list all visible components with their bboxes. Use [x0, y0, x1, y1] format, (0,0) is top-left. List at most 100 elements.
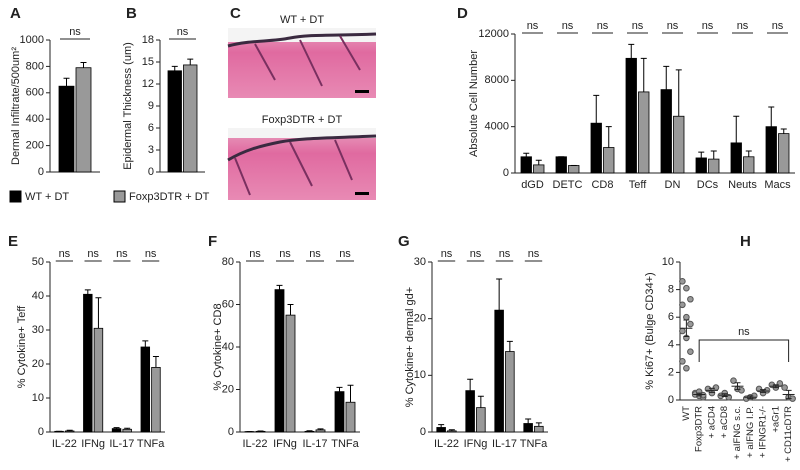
x-tick-label: + aIFNG s.c.	[732, 406, 743, 460]
y-tick-label: 10	[414, 369, 426, 381]
bar	[304, 430, 315, 433]
x-tick-label: IL-22	[52, 438, 77, 450]
y-tick-label: 6	[148, 122, 154, 134]
y-axis-label: Absolute Cell Number	[468, 50, 480, 157]
bar	[274, 289, 285, 433]
image-caption: Foxp3DTR + DT	[262, 114, 343, 126]
bar	[83, 293, 93, 433]
histology-image	[227, 28, 377, 98]
error-bar	[95, 297, 102, 329]
y-tick-label: 200	[26, 140, 44, 152]
y-tick-label: 20	[222, 383, 234, 395]
y-tick-label: 10	[32, 392, 44, 404]
x-tick-label: IL-22	[434, 438, 459, 450]
y-tick-label: 2	[668, 366, 674, 378]
y-tick-label: 40	[222, 341, 234, 353]
y-tick-label: 8000	[485, 74, 509, 86]
y-tick-label: 600	[26, 87, 44, 99]
error-bar	[187, 58, 194, 65]
error-bar	[276, 284, 283, 290]
bar	[476, 407, 486, 433]
error-bar	[535, 422, 542, 427]
annotation: ns	[738, 326, 750, 338]
x-tick-label: IFNg	[81, 438, 105, 450]
y-tick-label: 20	[32, 358, 44, 370]
bar	[58, 85, 75, 173]
error-bar	[63, 77, 70, 87]
bar	[255, 430, 266, 433]
error-bar	[80, 61, 87, 68]
bar	[708, 158, 720, 174]
y-tick-label: 0	[148, 166, 154, 178]
bar	[625, 57, 637, 174]
panel-letter: A	[10, 5, 21, 22]
data-point	[763, 387, 771, 394]
error-bar	[535, 159, 542, 165]
error-bar	[306, 430, 313, 432]
panel-letter: F	[208, 233, 217, 250]
data-point	[699, 391, 707, 399]
error-bar	[721, 393, 728, 398]
error-bar	[477, 395, 484, 408]
y-tick-label: 50	[32, 256, 44, 268]
y-tick-label: 8	[668, 284, 674, 296]
error-bar	[683, 319, 690, 338]
error-bar	[696, 392, 703, 397]
y-tick-label: 1000	[20, 34, 44, 46]
y-tick-label: 800	[26, 60, 44, 72]
annotation: ns	[87, 248, 99, 260]
data-point	[679, 278, 686, 285]
histology-image	[227, 128, 377, 200]
x-tick-label: DETC	[553, 179, 583, 191]
error-bar	[124, 427, 131, 430]
annotation: ns	[339, 248, 351, 260]
annotation: ns	[702, 20, 714, 32]
x-tick-label: DN	[665, 179, 681, 191]
bar	[568, 165, 580, 174]
data-point	[755, 385, 763, 393]
bar	[447, 430, 457, 433]
error-bar	[745, 150, 752, 157]
error-bar	[675, 69, 682, 117]
panel-letter: H	[740, 233, 751, 250]
bar	[743, 156, 755, 174]
x-tick-label: IL-17	[492, 438, 517, 450]
data-point	[687, 348, 694, 356]
y-tick-label: 12	[142, 78, 154, 90]
data-point	[683, 284, 690, 292]
y-tick-label: 0	[668, 394, 674, 406]
error-bar	[113, 427, 120, 429]
data-point	[683, 313, 690, 321]
panel-letter: D	[457, 5, 468, 22]
error-bar	[448, 429, 455, 431]
x-tick-label: + IFNGR1-/-	[758, 406, 769, 458]
bar	[75, 67, 92, 173]
x-tick-label: WT	[681, 406, 692, 421]
y-tick-label: 10	[662, 256, 674, 268]
y-axis-label: % Ki67+ (Bulge CD34+)	[644, 272, 656, 389]
bar	[765, 126, 777, 174]
data-point	[781, 384, 788, 391]
x-tick-label: +aGr1	[770, 406, 781, 433]
error-bar	[152, 356, 159, 368]
y-tick-label: 60	[222, 298, 234, 310]
data-point	[776, 380, 784, 387]
x-tick-label: Macs	[764, 179, 791, 191]
annotation: ns	[309, 248, 321, 260]
error-bar	[733, 115, 740, 143]
bar	[111, 428, 122, 433]
error-bar	[768, 106, 775, 127]
y-tick-label: 30	[32, 324, 44, 336]
y-axis-label: % Cytokine+ dermal gd+	[404, 287, 416, 407]
error-bar	[142, 340, 149, 347]
annotation: ns	[116, 248, 128, 260]
x-tick-label: dGD	[521, 179, 544, 191]
annotation: ns	[279, 248, 291, 260]
annotation: ns	[499, 248, 511, 260]
annotation-bracket	[698, 339, 790, 362]
y-tick-label: 0	[38, 166, 44, 178]
error-bar	[708, 387, 715, 393]
bar	[436, 427, 446, 433]
error-bar	[467, 378, 474, 391]
bar	[660, 89, 672, 174]
